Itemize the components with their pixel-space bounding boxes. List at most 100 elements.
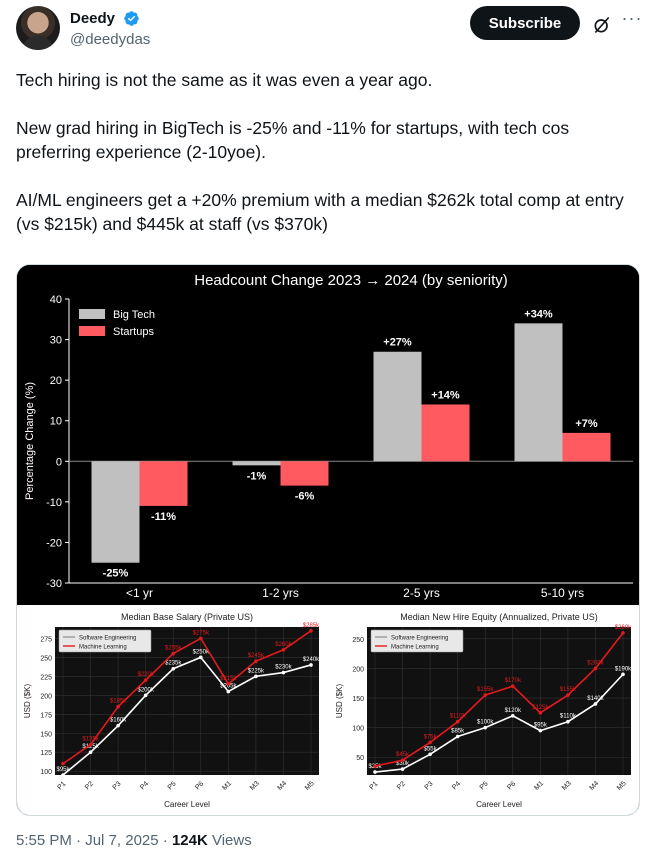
author-handle[interactable]: @deedydas [70, 31, 151, 48]
x-tick-label: P5 [479, 780, 490, 791]
data-label: $75k [424, 734, 438, 740]
base-salary-line-chart: Median Base Salary (Private US) 100 125 150… [21, 607, 325, 815]
data-point [483, 725, 488, 730]
tweet-footer: 5:55 PM · Jul 7, 2025 · 124K Views [16, 832, 252, 849]
data-point [373, 770, 377, 774]
x-tick-label: P1 [368, 780, 379, 791]
y-tick-label: 10 [50, 416, 62, 428]
x-tick-label: 2-5 yrs [403, 586, 440, 600]
y-tick-label: 125 [40, 750, 52, 757]
bar [514, 323, 563, 462]
data-point [88, 742, 93, 747]
x-tick-label: M5 [616, 780, 628, 792]
x-tick-label: 5-10 yrs [541, 586, 584, 600]
x-tick-label: M3 [249, 780, 261, 792]
data-label: $250k [193, 649, 210, 655]
tweet-header: Deedy @deedydas Subscribe ··· [16, 6, 641, 54]
data-point [116, 704, 120, 709]
data-label: -11% [151, 511, 176, 523]
more-options-icon[interactable]: ··· [621, 8, 643, 28]
grok-icon[interactable] [592, 15, 612, 35]
salary-charts-panel: Median Base Salary (Private US) 100 125 150… [17, 605, 639, 815]
data-label: $230k [275, 665, 292, 671]
tweet-paragraph: AI/ML engineers get a +20% premium with … [16, 190, 624, 234]
data-point [254, 674, 258, 679]
data-point [400, 758, 405, 762]
data-point [198, 655, 203, 660]
data-point [510, 684, 515, 688]
x-tick-label: <1 yr [126, 586, 153, 600]
data-point [226, 682, 231, 686]
data-point [254, 659, 258, 663]
data-label: $100k [477, 720, 494, 726]
tweet-text: Tech hiring is not the same as it was ev… [16, 68, 636, 260]
tweet-date[interactable]: Jul 7, 2025 [85, 832, 159, 849]
data-label: +7% [575, 418, 598, 430]
data-point [593, 666, 598, 671]
data-label: $225k [248, 668, 265, 674]
data-label: $255k [165, 646, 182, 652]
data-label: $220k [137, 672, 154, 678]
data-label: $55k [424, 746, 438, 752]
y-tick-label: 200 [352, 666, 364, 673]
bar [91, 461, 140, 563]
x-tick-label: P1 [56, 780, 67, 791]
legend-label: Software Engineering [79, 636, 136, 642]
separator-dot: · [162, 832, 172, 849]
x-tick-label: P6 [506, 780, 517, 791]
data-label: $200k [137, 687, 154, 693]
data-label: $110k [450, 714, 467, 720]
tweet-time[interactable]: 5:55 PM [16, 832, 72, 849]
tweet-media-image[interactable]: Headcount Change 2023 → 2024 (by seniori… [16, 264, 640, 816]
series-line [62, 630, 312, 765]
tweet-paragraph: Tech hiring is not the same as it was ev… [16, 70, 433, 90]
data-label: $235k [165, 661, 182, 667]
chart-title: Median New Hire Equity (Annualized, Priv… [400, 612, 598, 622]
data-point [61, 773, 65, 777]
data-label: +27% [383, 337, 412, 349]
bar [373, 351, 422, 462]
x-tick-label: M1 [533, 780, 545, 792]
data-label: -25% [103, 568, 129, 580]
x-tick-label: P4 [451, 780, 462, 791]
subscribe-button[interactable]: Subscribe [470, 6, 580, 40]
x-tick-label: P3 [112, 780, 123, 791]
data-label: $285k [303, 623, 320, 629]
data-point [198, 636, 203, 641]
separator-dot: · [76, 832, 86, 849]
data-label: $85k [451, 729, 465, 735]
equity-line-chart: Median New Hire Equity (Annualized, Priv… [333, 607, 637, 815]
author-name[interactable]: Deedy [70, 10, 116, 27]
data-point [510, 714, 515, 718]
data-point [171, 666, 176, 671]
data-point [428, 740, 432, 745]
chart-title: Median Base Salary (Private US) [121, 612, 253, 622]
x-tick-label: M1 [221, 780, 233, 792]
data-point [428, 752, 432, 757]
data-point [281, 647, 286, 652]
y-axis-label: USD ($K) [335, 684, 344, 719]
data-point [400, 767, 405, 771]
y-tick-label: 225 [40, 674, 52, 681]
y-tick-label: -30 [46, 578, 62, 590]
data-label: +34% [524, 308, 553, 320]
data-label: $260k [615, 625, 632, 631]
chart-title: Headcount Change 2023 → 2024 (by seniori… [194, 272, 508, 289]
x-tick-label: M4 [588, 780, 600, 792]
data-point [226, 689, 231, 694]
data-point [593, 702, 598, 706]
bar [562, 432, 611, 462]
y-tick-label: 150 [352, 696, 364, 703]
data-point [566, 719, 570, 724]
y-tick-label: 30 [50, 335, 62, 347]
x-tick-label: 1-2 yrs [262, 586, 299, 600]
bar [139, 461, 188, 506]
data-label: $140k [587, 696, 604, 702]
y-tick-label: 175 [40, 712, 52, 719]
series-line [62, 656, 312, 776]
legend-label: Big Tech [113, 309, 155, 321]
legend-swatch [79, 326, 105, 336]
data-point [309, 628, 313, 633]
x-tick-label: P6 [194, 780, 205, 791]
avatar[interactable] [16, 6, 60, 50]
